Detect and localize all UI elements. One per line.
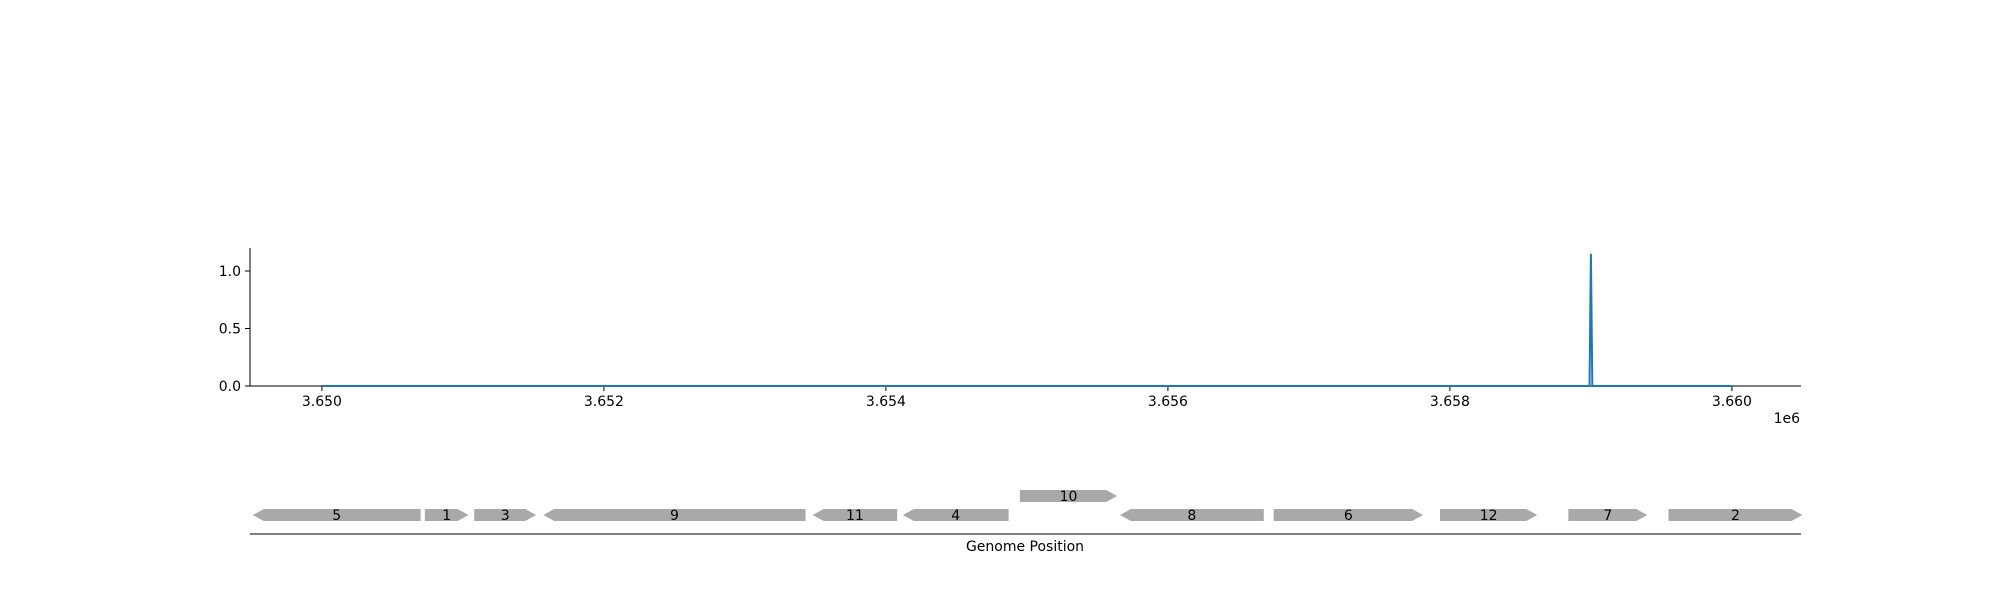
gene-feature: 3 [474,508,537,524]
gene-label: 7 [1603,508,1612,524]
gene-arrow [1568,509,1648,521]
x-tick-label: 3.660 [1712,394,1752,410]
gene-feature: 8 [1119,508,1264,524]
gene-arrow [1119,509,1264,521]
genes-layer: 5 1 3 9 11 4 10 8 6 12 7 2 [252,489,1803,524]
x-tick-label: 3.654 [866,394,906,410]
y-axis-ticks: 0.0 0.5 1.0 [219,264,250,395]
x-tick-label: 3.656 [1148,394,1188,410]
gene-feature: 2 [1668,508,1803,524]
x-offset-label: 1e6 [1774,411,1801,427]
gene-label: 10 [1060,489,1078,505]
gene-arrow [1019,490,1118,502]
gene-feature: 5 [252,508,421,524]
gene-arrow [474,509,537,521]
x-axis-ticks: 3.650 3.652 3.654 3.656 3.658 3.660 [302,386,1752,410]
gene-feature: 9 [543,508,806,524]
gene-label: 8 [1187,508,1196,524]
gene-arrow [1273,509,1424,521]
gene-feature: 10 [1019,489,1118,505]
gene-label: 12 [1480,508,1498,524]
gene-label: 9 [670,508,679,524]
y-tick-label: 1.0 [219,264,241,280]
x-tick-label: 3.658 [1430,394,1470,410]
gene-arrow [902,509,1009,521]
gene-arrow [1440,509,1538,521]
gene-arrow [812,509,898,521]
x-tick-label: 3.650 [302,394,342,410]
gene-track: 5 1 3 9 11 4 10 8 6 12 7 2 Genome Position [250,489,1803,555]
gene-track-xlabel: Genome Position [966,539,1084,555]
gene-feature: 1 [424,508,469,524]
gene-label: 5 [332,508,341,524]
y-tick-label: 0.5 [219,322,241,338]
gene-arrow [424,509,469,521]
gene-feature: 6 [1273,508,1424,524]
gene-arrow [1668,509,1803,521]
gene-label: 6 [1344,508,1353,524]
gene-label: 2 [1731,508,1740,524]
gene-label: 4 [951,508,960,524]
gene-label: 3 [501,508,510,524]
gene-feature: 7 [1568,508,1648,524]
gene-feature: 12 [1440,508,1538,524]
y-tick-label: 0.0 [219,379,241,395]
series-layer [321,253,1732,387]
gene-arrow [543,509,806,521]
coverage-plot: 0.0 0.5 1.0 3.650 3.652 3.654 3.656 3.658 3.660… [219,248,1801,427]
gene-label: 11 [846,508,864,524]
gene-feature: 4 [902,508,1009,524]
coverage-line [321,253,1732,387]
x-tick-label: 3.652 [584,394,624,410]
gene-label: 1 [442,508,451,524]
gene-feature: 11 [812,508,898,524]
gene-arrow [252,509,421,521]
